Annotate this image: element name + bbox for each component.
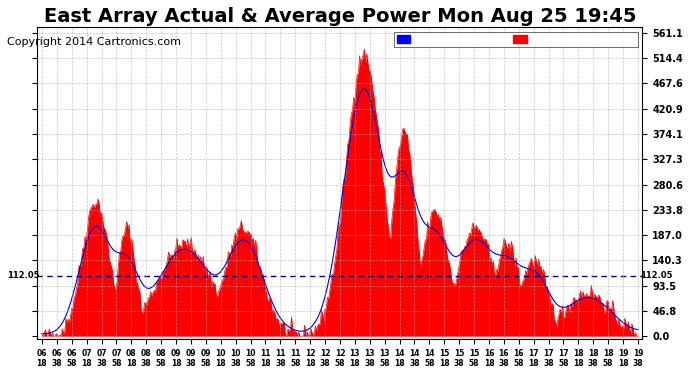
- Text: 112.05: 112.05: [7, 271, 40, 280]
- Legend: Average  (DC Watts), East Array  (DC Watts): Average (DC Watts), East Array (DC Watts…: [394, 32, 638, 46]
- Text: 112.05: 112.05: [640, 271, 673, 280]
- Text: Copyright 2014 Cartronics.com: Copyright 2014 Cartronics.com: [7, 37, 181, 47]
- Title: East Array Actual & Average Power Mon Aug 25 19:45: East Array Actual & Average Power Mon Au…: [43, 7, 636, 26]
